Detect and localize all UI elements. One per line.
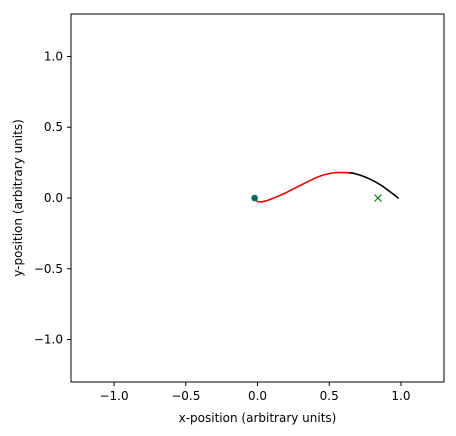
x-tick-label: −1.0 [99,389,128,403]
x-tick-label: 0.0 [248,389,267,403]
y-tick-label: 1.0 [44,49,63,63]
x-tick-label: −0.5 [171,389,200,403]
x-axis-label: x-position (arbitrary units) [179,411,337,425]
y-tick-label: 0.5 [44,120,63,134]
y-tick-label: −0.5 [34,262,63,276]
y-tick-label: 0.0 [44,191,63,205]
x-tick-label: 0.5 [320,389,339,403]
y-tick-label: −1.0 [34,333,63,347]
start-point-marker [252,195,258,201]
x-tick-label: 1.0 [391,389,410,403]
y-axis-label: y-position (arbitrary units) [11,119,25,277]
